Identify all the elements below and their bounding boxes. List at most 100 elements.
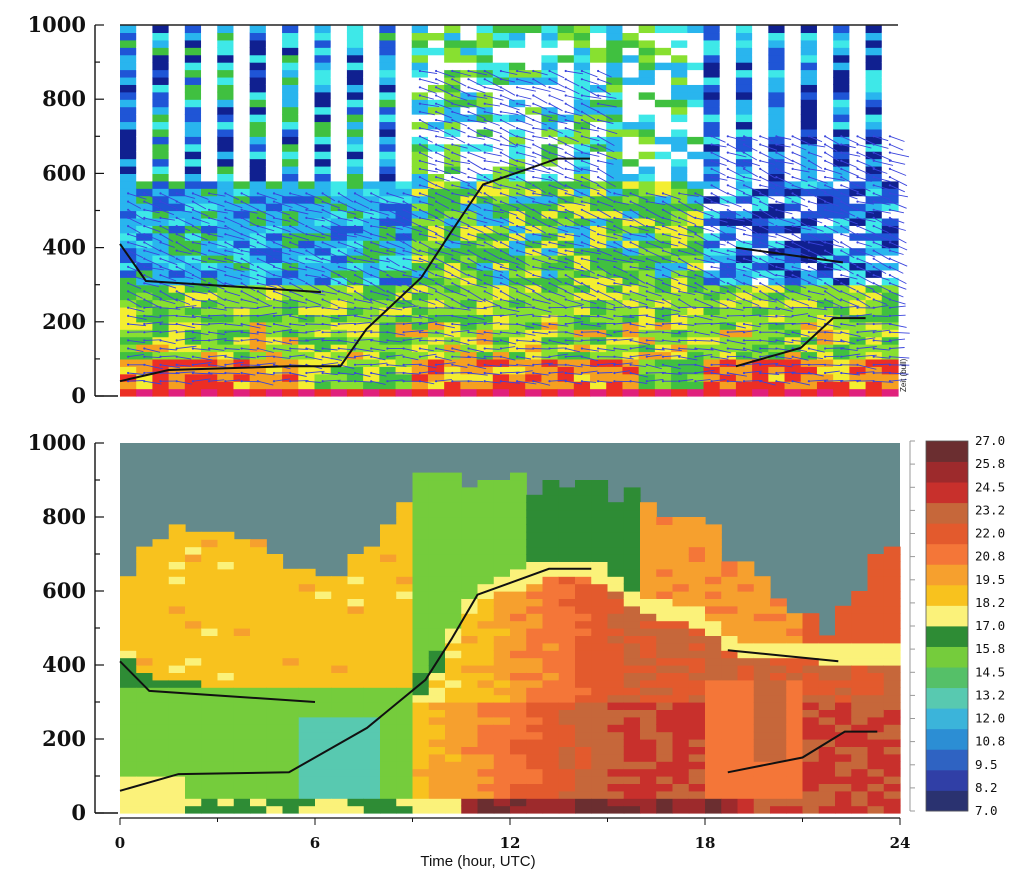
wind-barb-dot [678, 380, 681, 383]
top-heatmap-cell [184, 210, 202, 219]
wind-barb [597, 250, 612, 257]
top-heatmap-cell [719, 91, 737, 100]
wind-barb [403, 348, 418, 353]
wind-barb-dot [564, 69, 567, 73]
top-heatmap-cell [687, 225, 705, 234]
wind-barb-dot [516, 78, 519, 81]
wind-barb-dot [564, 86, 567, 89]
wind-barb-dot [370, 282, 373, 285]
wind-barb [484, 78, 502, 89]
top-heatmap-cell [590, 121, 607, 130]
top-heatmap-cell [168, 99, 186, 108]
wind-barb-dot [710, 143, 713, 146]
wind-barb-dot [467, 290, 470, 293]
top-heatmap-cell [687, 299, 705, 308]
top-heatmap-cell [298, 210, 316, 219]
top-heatmap-cell [168, 292, 186, 301]
top-heatmap-cell [509, 203, 526, 212]
wind-barb-dot [353, 192, 357, 195]
top-heatmap-cell [282, 47, 299, 56]
top-heatmap-cell [330, 136, 348, 145]
wind-barb-dot [305, 371, 308, 375]
wind-barb-dot [694, 371, 697, 375]
top-heatmap-cell [541, 39, 559, 48]
wind-barb [711, 209, 726, 217]
wind-barb [581, 168, 598, 173]
top-heatmap-cell [314, 240, 332, 249]
top-heatmap-cell [363, 358, 380, 367]
top-heatmap-cell [784, 240, 802, 249]
wind-barb-dot [597, 363, 600, 366]
wind-barb-dot [467, 94, 470, 97]
wind-barb [565, 144, 584, 153]
wind-barb [257, 274, 277, 282]
wind-barb-dot [710, 274, 713, 277]
top-heatmap-cell [800, 136, 818, 145]
wind-barb-dot [516, 151, 519, 154]
wind-barb [727, 291, 745, 301]
wind-barb-dot [597, 355, 600, 358]
top-heatmap-cell [120, 91, 137, 100]
top-heatmap-cell [184, 321, 202, 330]
top-heatmap-cell [671, 39, 688, 48]
wind-barb-dot [272, 192, 276, 195]
top-heatmap-cell [687, 321, 705, 330]
wind-barb-dot [824, 159, 827, 162]
top-heatmap-cell [800, 143, 818, 152]
top-heatmap-cell [411, 366, 429, 375]
wind-barb-dot [321, 314, 324, 317]
wind-barb-dot [483, 347, 486, 350]
wind-barb [581, 315, 600, 318]
top-heatmap-cell [460, 373, 478, 382]
wind-barb-dot [710, 363, 713, 366]
top-heatmap-cell [719, 136, 737, 145]
wind-barb [759, 266, 777, 277]
top-heatmap-cell [849, 306, 867, 315]
wind-barb-dot [127, 347, 130, 350]
wind-barb-dot [256, 290, 259, 293]
top-heatmap-cell [703, 69, 721, 78]
wind-barb [760, 363, 779, 366]
top-heatmap-cell [800, 232, 818, 241]
top-heatmap-cell [379, 76, 397, 85]
top-heatmap-cell [168, 69, 186, 78]
wind-barb-dot [159, 380, 162, 383]
wind-barb [371, 348, 386, 352]
top-heatmap-cell [427, 151, 445, 160]
wind-barb-dot [370, 371, 373, 375]
wind-barb [549, 103, 563, 112]
wind-barb-dot [678, 306, 681, 309]
top-heatmap-cell [120, 269, 137, 278]
wind-barb [468, 356, 487, 360]
wind-barb [144, 356, 161, 359]
wind-barb-dot [548, 110, 551, 113]
top-heatmap-cell [752, 84, 769, 93]
top-heatmap-cell [346, 106, 364, 115]
wind-barb [306, 225, 324, 235]
top-heatmap-cell [833, 225, 850, 234]
top-heatmap-cell [460, 62, 478, 71]
wind-barb-dot [483, 102, 486, 105]
top-heatmap-cell [492, 136, 510, 145]
wind-barb-dot [661, 233, 665, 236]
wind-barb-dot [370, 355, 373, 358]
wind-barb [597, 209, 612, 218]
top-heatmap-cell [800, 306, 818, 315]
wind-barb-dot [726, 265, 729, 268]
wind-barb [614, 356, 634, 360]
wind-barb [597, 282, 615, 289]
wind-barb [419, 78, 439, 85]
top-heatmap-cell [784, 39, 802, 48]
top-heatmap-cell [849, 165, 867, 174]
wind-barb [225, 372, 241, 375]
wind-barb-dot [548, 233, 551, 236]
wind-barb-dot [224, 274, 227, 277]
wind-barb-dot [386, 274, 389, 277]
top-heatmap-cell [395, 232, 413, 241]
wind-barb [581, 86, 600, 98]
top-heatmap-cell [265, 39, 283, 48]
wind-barb [711, 217, 728, 223]
wind-barb-dot [710, 347, 713, 350]
top-heatmap-cell [379, 143, 397, 152]
top-heatmap-cell [816, 292, 834, 301]
